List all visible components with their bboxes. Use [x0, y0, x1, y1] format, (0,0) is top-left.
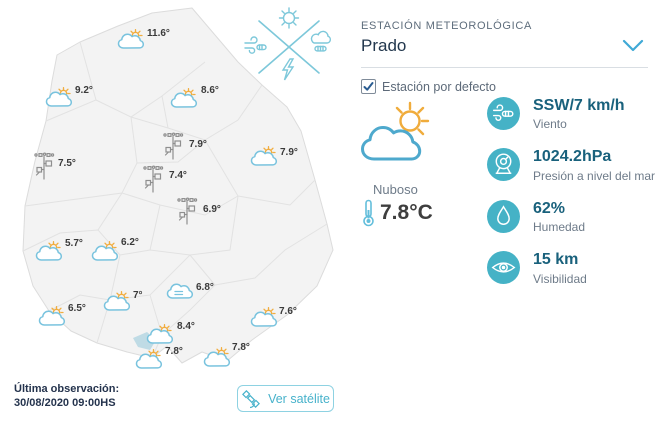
map-marker[interactable]: 7.4°	[143, 165, 187, 193]
marker-temp: 8.6°	[201, 85, 219, 96]
map-marker[interactable]: 9.2°	[45, 85, 93, 107]
partly-cloudy-icon	[35, 240, 63, 261]
map-marker[interactable]: 5.7°	[35, 238, 83, 261]
last-observation-label: Última observación:	[14, 383, 120, 395]
marker-temp: 6.9°	[203, 204, 221, 215]
map-marker[interactable]: 7.5°	[34, 152, 76, 180]
thermometer-icon	[363, 199, 374, 227]
chevron-down-icon[interactable]	[620, 38, 646, 54]
marker-temp: 6.8°	[196, 282, 214, 293]
humidity-icon	[487, 199, 520, 233]
rain-cloud-icon	[310, 30, 332, 52]
station-panel: ESTACIÓN METEOROLÓGICA Prado Estación po…	[361, 20, 648, 94]
map-marker[interactable]: 7°	[103, 290, 143, 311]
marker-temp: 7.9°	[280, 147, 298, 158]
map-marker[interactable]: 8.4°	[146, 321, 195, 344]
map-marker[interactable]: 7.8°	[135, 346, 183, 369]
default-station-checkbox[interactable]: Estación por defecto	[361, 79, 648, 94]
stat-value: SSW/7 km/h	[533, 97, 625, 114]
stat-pressure: 1024.2hPa Presión a nivel del mar	[487, 148, 656, 183]
marker-temp: 7.5°	[58, 158, 76, 169]
stat-label: Viento	[533, 117, 567, 132]
marker-temp: 6.2°	[121, 237, 139, 248]
satellite-button[interactable]: Ver satélite	[237, 385, 334, 412]
partly-cloudy-icon	[203, 346, 231, 367]
marker-temp: 8.4°	[177, 321, 195, 332]
stat-label: Visibilidad	[533, 271, 587, 286]
partly-cloudy-icon	[135, 348, 163, 369]
weather-logo	[244, 7, 332, 81]
partly-cloudy-icon	[250, 306, 278, 327]
current-temperature: 7.8°C	[380, 201, 433, 224]
marker-temp: 7.6°	[279, 306, 297, 317]
partly-cloudy-icon	[38, 305, 66, 326]
stat-visibility: 15 km Visibilidad	[487, 251, 655, 286]
partly-cloudy-icon	[250, 145, 278, 166]
map-marker[interactable]: 7.9°	[250, 145, 298, 166]
current-conditions: Nuboso 7.8°C	[360, 101, 485, 227]
map-marker[interactable]: 8.6°	[170, 85, 219, 108]
marker-temp: 7°	[133, 290, 143, 301]
map-marker[interactable]: 6.5°	[38, 303, 86, 326]
marker-temp: 6.5°	[68, 303, 86, 314]
stat-label: Humedad	[533, 220, 586, 235]
station-icon	[163, 132, 184, 160]
stat-wind: SSW/7 km/h Viento	[487, 97, 655, 131]
uruguay-map: 11.6° 9.2° 8.6° 7.9° 7.5° 7.4° 6.9° 7.9° 5.7° 6.2…	[22, 7, 334, 369]
fog-icon	[166, 283, 194, 299]
cloud-sun-icon	[361, 101, 430, 161]
marker-temp: 11.6°	[147, 28, 170, 39]
map-marker[interactable]: 11.6°	[117, 28, 170, 49]
visibility-icon	[487, 251, 520, 285]
satellite-button-label: Ver satélite	[268, 391, 330, 406]
last-observation: Última observación: 30/08/2020 09:00HS	[14, 382, 119, 411]
partly-cloudy-icon	[146, 323, 174, 344]
marker-temp: 7.4°	[169, 170, 187, 181]
station-icon	[177, 197, 198, 225]
partly-cloudy-icon	[91, 240, 119, 261]
wind-icon	[244, 36, 267, 54]
partly-cloudy-icon	[117, 28, 145, 49]
marker-temp: 7.8°	[232, 342, 250, 353]
stat-value: 15 km	[533, 251, 579, 269]
map-marker[interactable]: 7.8°	[203, 342, 250, 367]
checkbox-icon[interactable]	[361, 79, 376, 94]
partly-cloudy-icon	[170, 87, 198, 108]
condition-label: Nuboso	[373, 182, 418, 197]
stat-label: Presión a nivel del mar	[533, 168, 656, 183]
map-marker[interactable]: 7.9°	[163, 132, 207, 160]
map-marker[interactable]: 6.9°	[177, 197, 221, 225]
logo-cross-line	[258, 20, 320, 74]
stat-value: 1024.2hPa	[533, 148, 612, 166]
last-observation-value: 30/08/2020 09:00HS	[14, 397, 116, 410]
pressure-icon	[487, 148, 520, 182]
station-select[interactable]: Prado	[361, 32, 648, 68]
station-icon	[34, 152, 55, 180]
checkbox-label: Estación por defecto	[382, 79, 496, 94]
marker-temp: 5.7°	[65, 238, 83, 249]
country-outline	[22, 7, 334, 364]
station-name: Prado	[361, 36, 407, 55]
map-marker[interactable]: 6.2°	[91, 237, 139, 261]
wind-icon	[487, 97, 520, 130]
stats-list: SSW/7 km/h Viento 1024.2hPa Presión a nivel…	[487, 97, 655, 286]
sun-icon	[278, 7, 300, 29]
partly-cloudy-icon	[45, 86, 73, 107]
stat-value: 62%	[533, 199, 566, 217]
map-marker[interactable]: 6.8°	[166, 282, 214, 299]
marker-temp: 9.2°	[75, 85, 93, 96]
satellite-icon	[242, 389, 261, 408]
partly-cloudy-icon	[103, 290, 131, 311]
lightning-icon	[281, 58, 295, 81]
stat-humidity: 62% Humedad	[487, 199, 655, 235]
station-icon	[143, 165, 164, 193]
map-marker[interactable]: 7.6°	[250, 306, 297, 327]
marker-temp: 7.8°	[165, 346, 183, 357]
marker-temp: 7.9°	[189, 139, 207, 150]
panel-title: ESTACIÓN METEOROLÓGICA	[361, 20, 533, 32]
